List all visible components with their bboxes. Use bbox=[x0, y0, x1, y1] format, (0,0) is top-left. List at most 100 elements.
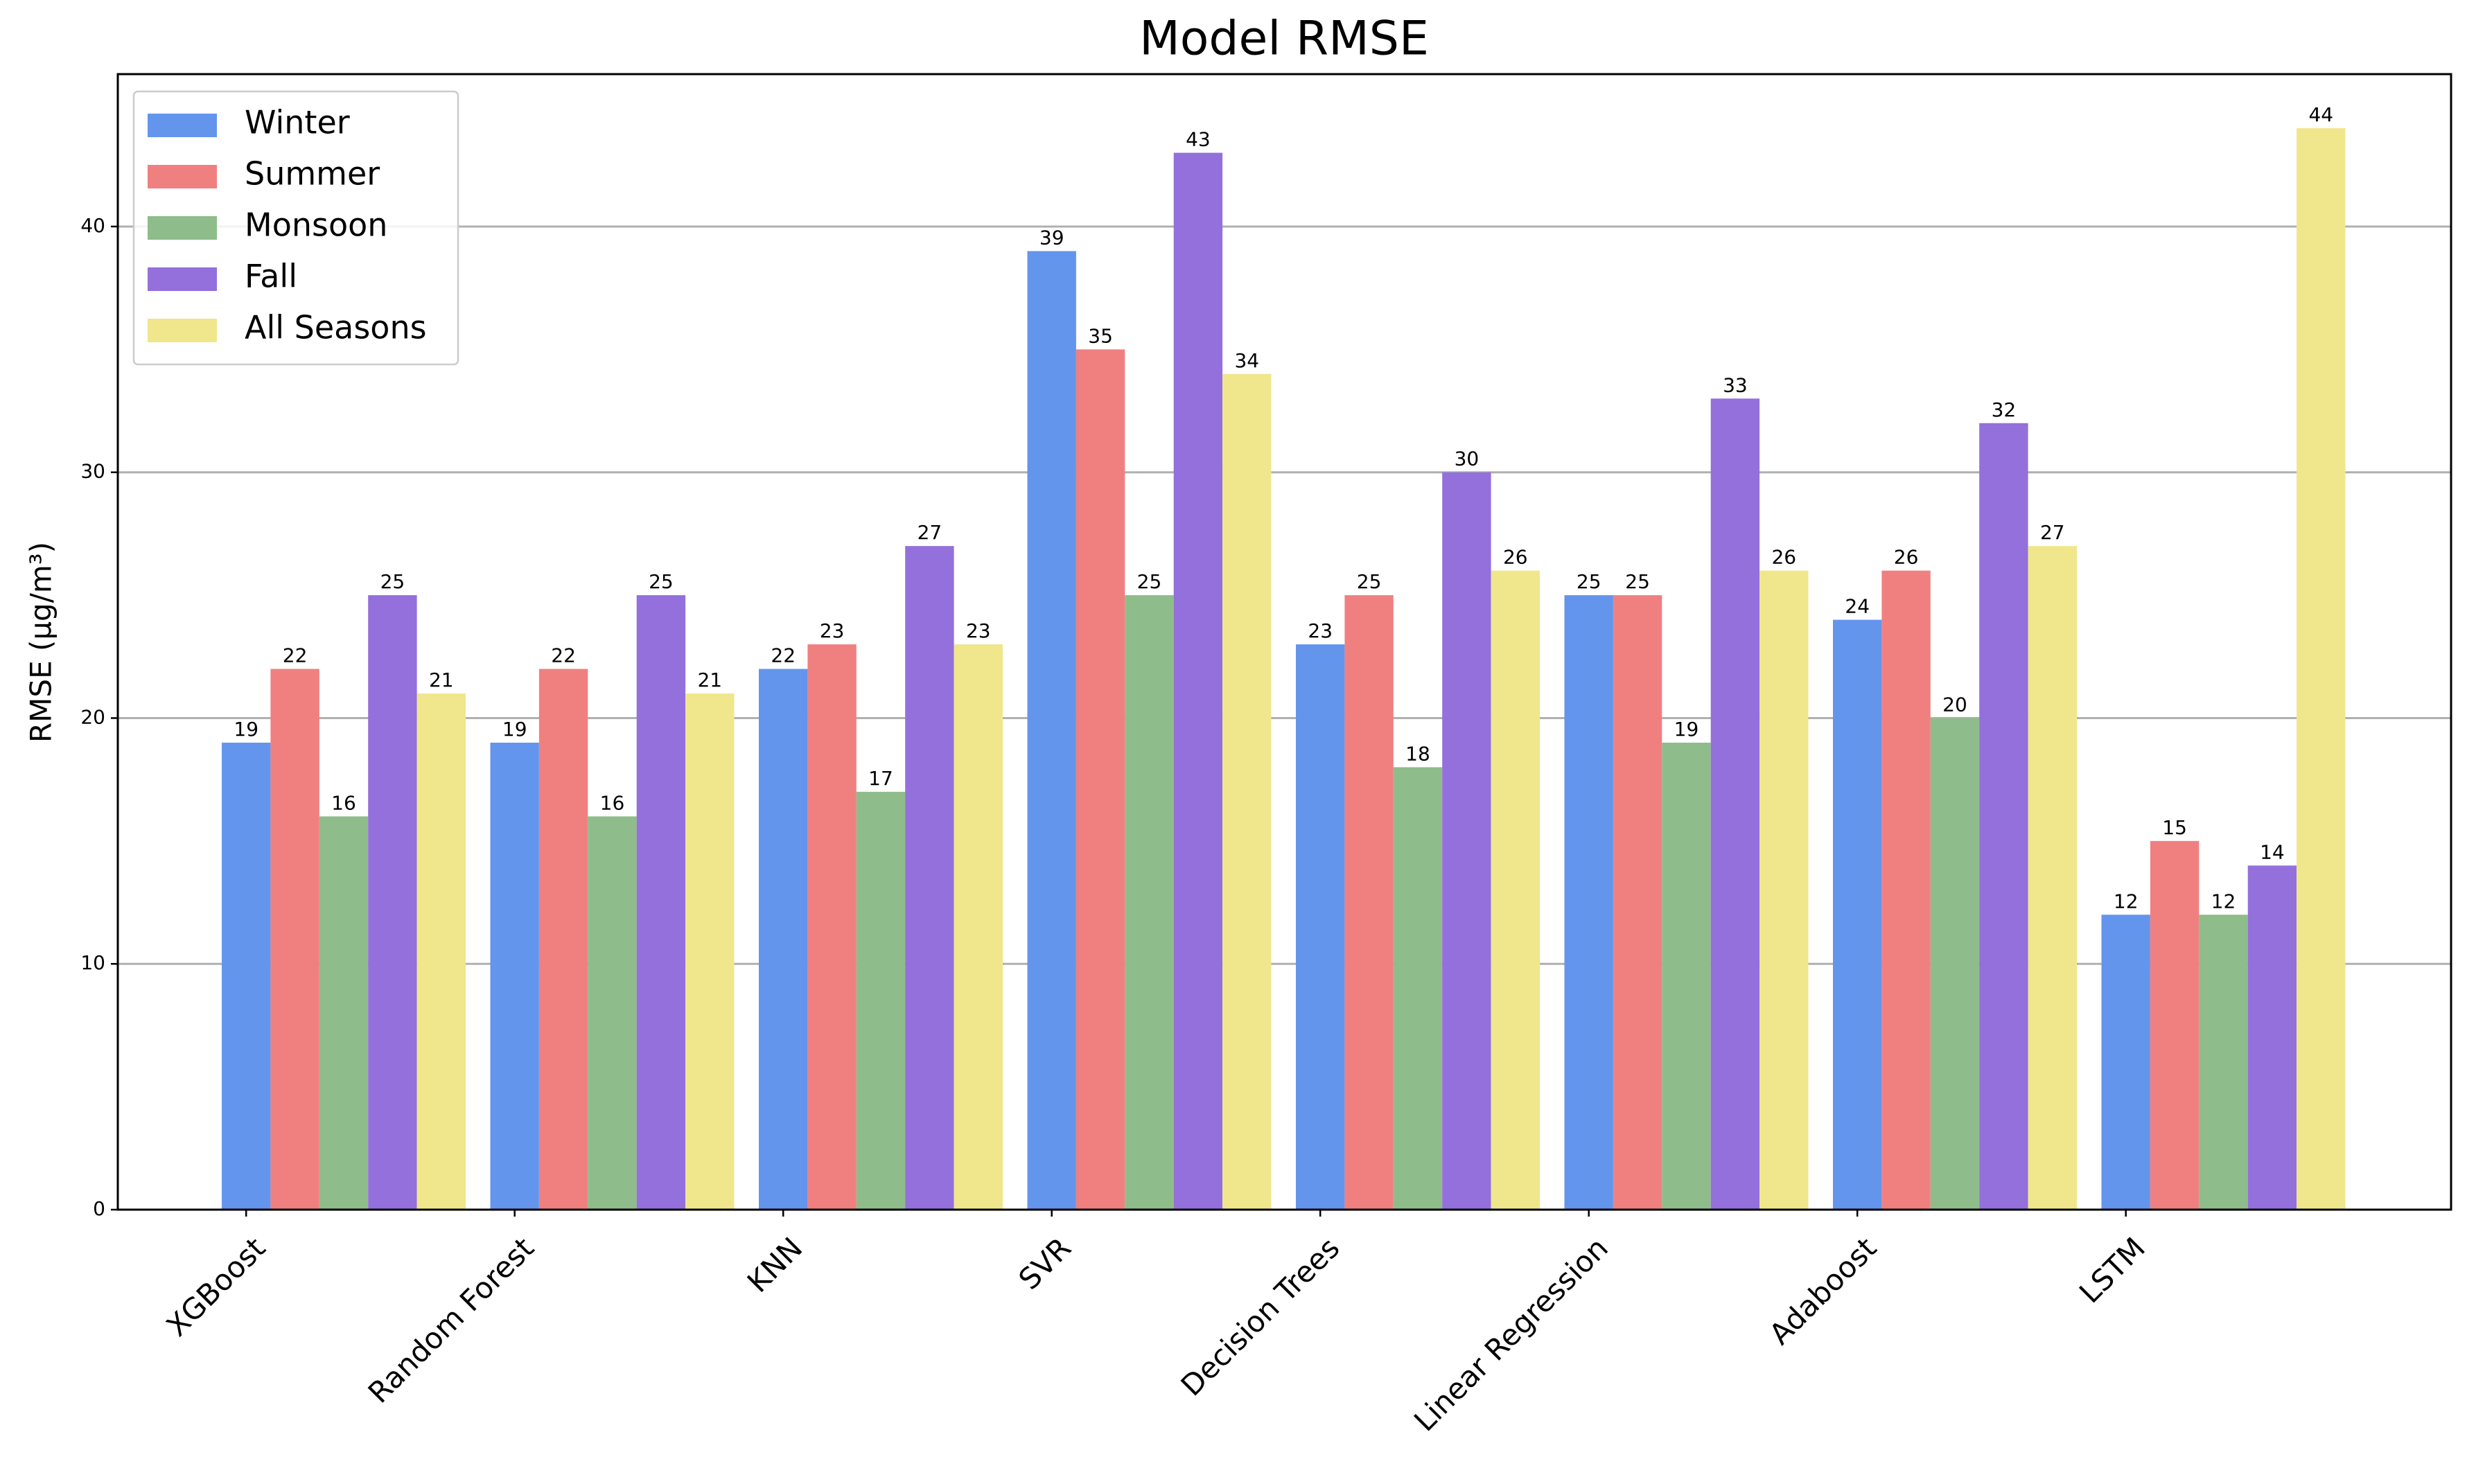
bar bbox=[1564, 595, 1613, 1210]
bar bbox=[636, 595, 686, 1210]
data-label: 12 bbox=[2114, 890, 2139, 912]
legend-label: Fall bbox=[245, 258, 297, 295]
data-label: 26 bbox=[1894, 546, 1919, 569]
bar bbox=[1930, 718, 1980, 1210]
bar bbox=[1979, 423, 2028, 1210]
data-label: 33 bbox=[1723, 373, 1748, 396]
data-label: 24 bbox=[1845, 595, 1870, 618]
legend-swatch bbox=[148, 165, 217, 188]
bar bbox=[2150, 840, 2200, 1210]
bar bbox=[368, 595, 417, 1210]
data-label: 43 bbox=[1186, 128, 1211, 151]
bar bbox=[1076, 349, 1125, 1210]
bar bbox=[1344, 595, 1394, 1210]
data-label: 19 bbox=[1674, 718, 1699, 741]
bar bbox=[807, 644, 857, 1210]
x-tick-label: KNN bbox=[741, 1231, 809, 1300]
data-label: 22 bbox=[551, 644, 576, 667]
bar bbox=[2199, 915, 2248, 1210]
x-tick-label: Adaboost bbox=[1763, 1231, 1884, 1352]
data-label: 44 bbox=[2308, 103, 2333, 126]
y-tick-label: 30 bbox=[80, 460, 105, 483]
data-label: 16 bbox=[600, 791, 625, 814]
data-label: 39 bbox=[1039, 226, 1064, 249]
bar bbox=[2247, 865, 2297, 1210]
x-tick-label: SVR bbox=[1012, 1231, 1077, 1296]
data-label: 23 bbox=[1308, 619, 1333, 642]
data-label: 27 bbox=[2040, 521, 2065, 544]
bar bbox=[1759, 570, 1809, 1210]
bar bbox=[1027, 251, 1076, 1210]
data-label: 25 bbox=[1577, 570, 1601, 593]
data-label: 17 bbox=[868, 767, 893, 790]
bar bbox=[2028, 546, 2077, 1210]
chart-title: Model RMSE bbox=[1139, 12, 1429, 67]
bar bbox=[270, 669, 319, 1210]
x-tick-label: Decision Trees bbox=[1175, 1231, 1346, 1403]
data-label: 23 bbox=[966, 619, 991, 642]
bar bbox=[2101, 915, 2150, 1210]
bar bbox=[1442, 472, 1491, 1210]
y-tick-label: 40 bbox=[80, 214, 105, 237]
legend-swatch bbox=[148, 319, 217, 342]
data-label: 25 bbox=[649, 570, 674, 593]
bar bbox=[588, 816, 637, 1210]
bar bbox=[759, 669, 808, 1210]
legend-swatch bbox=[148, 216, 217, 240]
bar bbox=[1710, 398, 1760, 1210]
data-label: 22 bbox=[771, 644, 796, 667]
bar bbox=[490, 742, 539, 1210]
bar bbox=[1296, 644, 1345, 1210]
bar bbox=[1173, 152, 1223, 1210]
bar bbox=[1613, 595, 1662, 1210]
data-label: 18 bbox=[1405, 742, 1430, 765]
data-label: 27 bbox=[918, 521, 942, 544]
legend-label: Winter bbox=[245, 104, 350, 141]
data-label: 12 bbox=[2211, 890, 2236, 912]
bar bbox=[1393, 767, 1443, 1210]
bar bbox=[222, 742, 271, 1210]
bar bbox=[685, 694, 735, 1210]
x-tick-label: XGBoost bbox=[160, 1231, 272, 1343]
data-label: 23 bbox=[820, 619, 845, 642]
data-label: 22 bbox=[283, 644, 308, 667]
bar bbox=[1222, 373, 1272, 1210]
data-label: 16 bbox=[331, 791, 356, 814]
bar bbox=[2297, 128, 2346, 1210]
legend-label: Monsoon bbox=[245, 206, 387, 244]
y-tick-label: 10 bbox=[80, 951, 105, 974]
bar bbox=[905, 546, 954, 1210]
data-label: 26 bbox=[1771, 546, 1796, 569]
data-label: 19 bbox=[234, 718, 258, 741]
bar bbox=[1662, 742, 1711, 1210]
bar bbox=[1833, 619, 1882, 1210]
bar bbox=[954, 644, 1003, 1210]
bar bbox=[538, 669, 588, 1210]
legend-label: Summer bbox=[245, 155, 380, 193]
data-label: 30 bbox=[1455, 448, 1480, 470]
legend-swatch bbox=[148, 114, 217, 137]
data-label: 25 bbox=[1357, 570, 1382, 593]
bar bbox=[1881, 570, 1931, 1210]
y-axis-label: RMSE (µg/m³) bbox=[24, 542, 58, 743]
data-label: 19 bbox=[502, 718, 527, 741]
bar bbox=[416, 694, 466, 1210]
legend-box bbox=[132, 90, 459, 366]
data-label: 20 bbox=[1942, 693, 1967, 716]
data-label: 26 bbox=[1503, 546, 1528, 569]
data-label: 25 bbox=[1137, 570, 1162, 593]
y-tick-label: 20 bbox=[80, 705, 105, 728]
bar bbox=[856, 791, 906, 1210]
x-tick-label: LSTM bbox=[2073, 1231, 2152, 1310]
bar bbox=[319, 816, 369, 1210]
data-label: 32 bbox=[1992, 398, 2017, 421]
bar bbox=[1491, 570, 1540, 1210]
data-label: 35 bbox=[1088, 324, 1113, 347]
plot-frame bbox=[116, 73, 2452, 1211]
bar bbox=[1125, 595, 1174, 1210]
x-tick-label: Random Forest bbox=[362, 1231, 541, 1410]
data-label: 14 bbox=[2260, 840, 2285, 863]
data-label: 25 bbox=[1625, 570, 1650, 593]
